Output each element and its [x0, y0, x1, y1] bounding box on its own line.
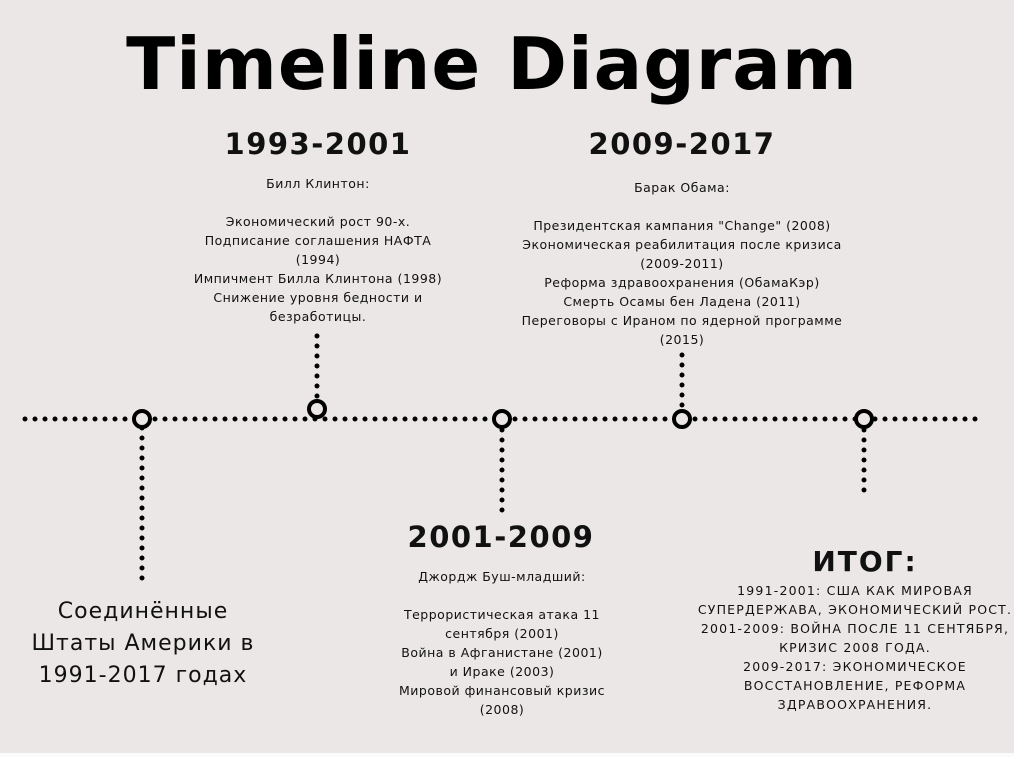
summary-text: 1991-2001: США КАК МИРОВАЯ СУПЕРДЕРЖАВА,… [692, 581, 1014, 714]
bottom-edge [0, 753, 1014, 757]
period-1993-line: Экономический рост 90-х. [225, 214, 411, 229]
period-2009-line: Экономическая реабилитация после кризиса [522, 237, 842, 252]
period-1993-line: Подписание соглашения НАФТА [204, 233, 432, 248]
summary-line: 2009-2017: ЭКОНОМИЧЕСКОЕ [743, 659, 967, 674]
period-2001-president: Джордж Буш-младший: [418, 569, 586, 584]
period-1993-line: Импичмент Билла Клинтона (1998) [193, 271, 443, 286]
period-1993-line: безработицы. [269, 309, 367, 324]
period-2009-line: (2015) [659, 332, 705, 347]
summary-line: 1991-2001: США КАК МИРОВАЯ [737, 583, 973, 598]
summary-line: СУПЕРДЕРЖАВА, ЭКОНОМИЧЕСКИЙ РОСТ. [697, 602, 1013, 617]
period-2001-line: Террористическая атака 11 [403, 607, 601, 622]
period-2009-president: Барак Обама: [634, 180, 730, 195]
period-1993-line: Снижение уровня бедности и [213, 290, 423, 305]
summary-line: ВОССТАНОВЛЕНИЕ, РЕФОРМА [743, 678, 967, 693]
period-2001-line: Война в Афганистане (2001) [401, 645, 603, 660]
period-1993-details: Билл Клинтон: Экономический рост 90-х. П… [178, 174, 458, 326]
summary-line: 2001-2009: ВОЙНА ПОСЛЕ 11 СЕНТЯБРЯ, [700, 621, 1010, 636]
node-2001 [492, 409, 512, 429]
node-1993 [307, 399, 327, 419]
period-2001-line: (2008) [479, 702, 525, 717]
node-intro [132, 409, 152, 429]
period-2009-details: Барак Обама: Президентская кампания "Cha… [512, 178, 852, 349]
period-2001-line: Мировой финансовый кризис [398, 683, 606, 698]
period-2001-details: Джордж Буш-младший: Террористическая ата… [386, 567, 618, 719]
period-2009-line: Переговоры с Ираном по ядерной программе [521, 313, 843, 328]
period-2009-line: Президентская кампания "Change" (2008) [533, 218, 831, 233]
intro-line: Соединённые [57, 599, 229, 624]
summary-line: ЗДРАВООХРАНЕНИЯ. [777, 697, 933, 712]
period-2009-line: Смерть Осамы бен Ладена (2011) [563, 294, 801, 309]
period-1993-president: Билл Клинтон: [266, 176, 370, 191]
intro-text: Соединённые Штаты Америки в 1991-2017 го… [30, 596, 256, 692]
period-2001-title: 2001-2009 [407, 520, 595, 554]
node-2009 [672, 409, 692, 429]
diagram-title: Timeline Diagram [126, 22, 858, 106]
period-1993-line: (1994) [295, 252, 341, 267]
period-2009-line: Реформа здравоохранения (ОбамаКэр) [544, 275, 820, 290]
period-2001-line: и Ираке (2003) [449, 664, 555, 679]
period-2009-title: 2009-2017 [588, 127, 776, 161]
summary-line: КРИЗИС 2008 ГОДА. [779, 640, 931, 655]
node-summary [854, 409, 874, 429]
period-2009-line: (2009-2011) [640, 256, 724, 271]
intro-line: Штаты Америки в [31, 631, 255, 656]
summary-title: ИТОГ: [812, 545, 918, 578]
period-1993-title: 1993-2001 [224, 127, 412, 161]
intro-line: 1991-2017 годах [38, 663, 248, 688]
period-2001-line: сентября (2001) [445, 626, 559, 641]
